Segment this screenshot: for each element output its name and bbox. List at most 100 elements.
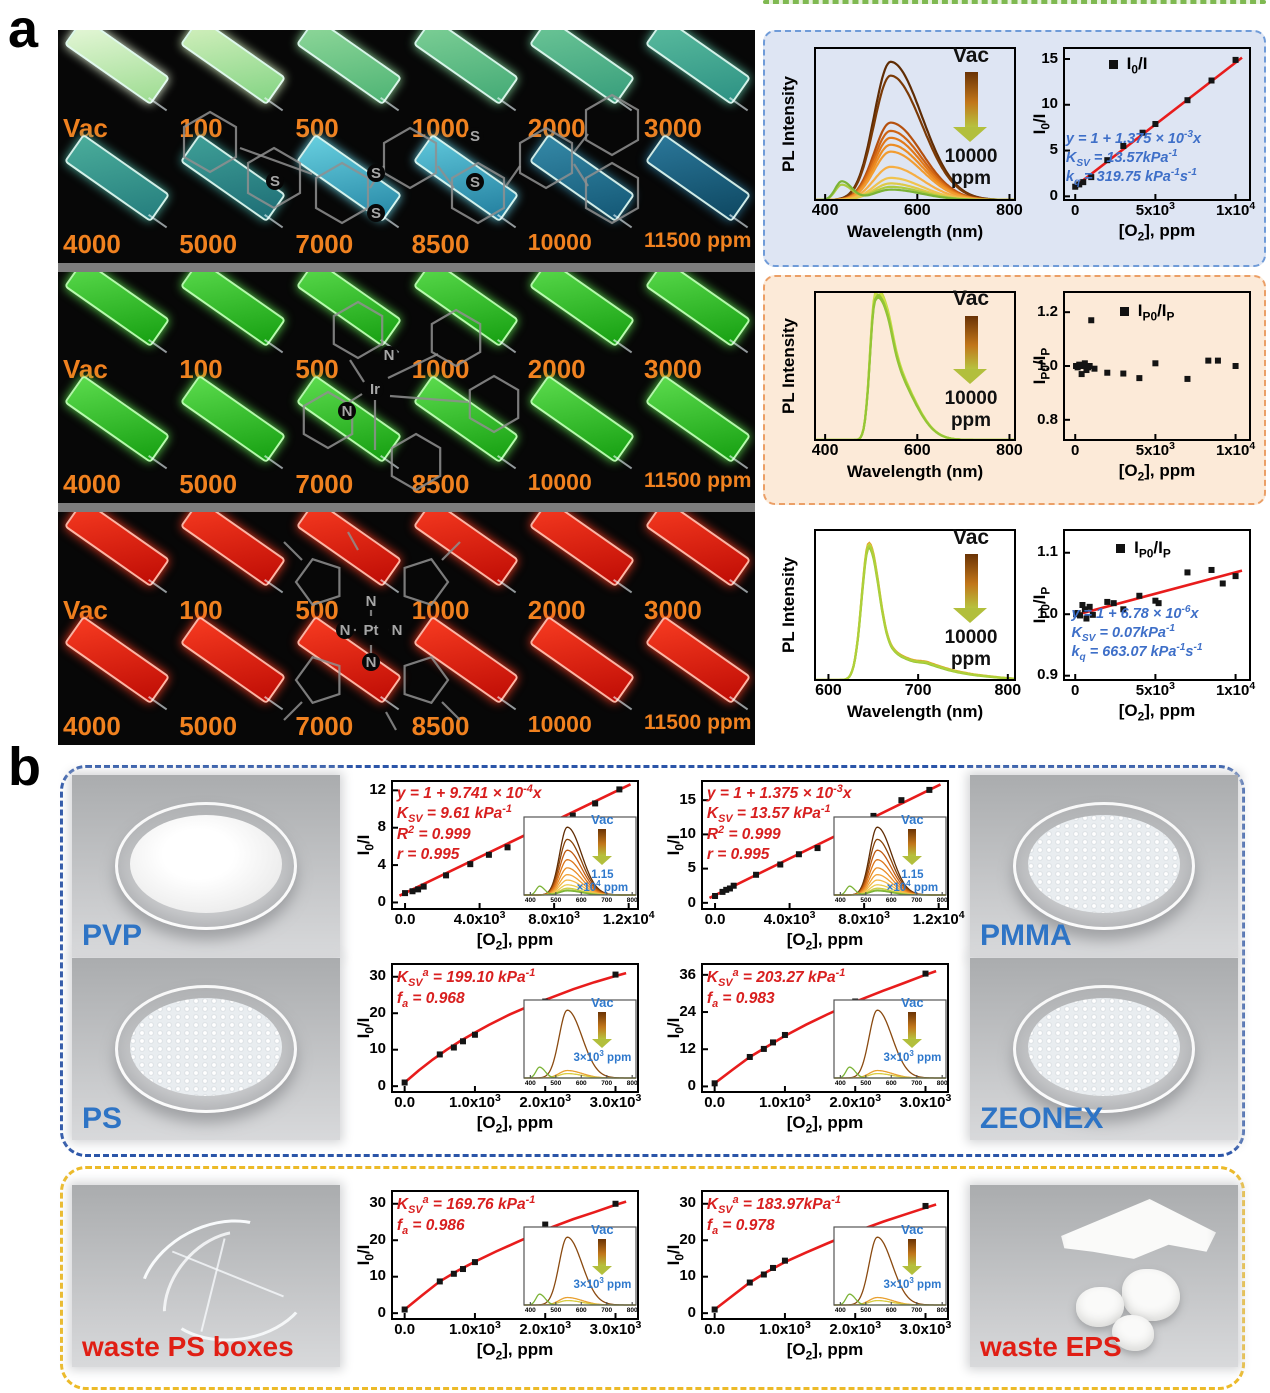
film-photo-column: Vac 100 500 1000 2000 3000 4000 5000 7000 8500 100… (58, 30, 755, 745)
x-tick-label: 600 (815, 682, 842, 699)
data-point (485, 851, 492, 858)
x-tick-label: 600 (575, 1307, 587, 1314)
luminescent-film-slab (296, 374, 403, 463)
luminescent-film-slab (412, 512, 519, 588)
film-cell: 3000 (639, 30, 755, 147)
x-tick-label: 0.0 (394, 911, 416, 928)
data-point (450, 1270, 457, 1277)
film-cell: 7000 (290, 133, 406, 264)
arrow-bottom-label: ×104 ppm (576, 879, 629, 895)
x-tick-label: 1.0x103 (449, 1092, 501, 1111)
luminescent-film-slab (412, 374, 519, 463)
chart-canvas (391, 1190, 639, 1320)
luminescent-film-slab (63, 615, 171, 704)
plot-frame (833, 999, 947, 1079)
equation-annotations: y = 1 + 1.375 × 10-3x KSV = 13.57 kPa-1 R2… (706, 782, 852, 864)
arrow-top-label: Vac (901, 994, 924, 1010)
calibration-chart-pmma: 0.0 4.0x103 8.0x103 1.2x104 0 5 10 15 [O2], ppm I… (656, 775, 965, 957)
equation-annotations: KSVa = 203.27 kPa-1 fa = 0.983 (706, 966, 846, 1010)
film-cell: 3000 (639, 272, 755, 388)
gas-concentration-label: 10000 (527, 711, 592, 737)
chart-canvas (814, 529, 1016, 681)
film-strip-iridium: Vac 100 500 1000 2000 3000 4000 5000 7000 8500 100… (58, 272, 755, 503)
luminescent-film-slab (296, 30, 403, 106)
luminescent-film-slab (644, 374, 752, 463)
x-axis-label: Wavelength (nm) (846, 222, 984, 241)
x-tick-label: 600 (885, 897, 897, 904)
film-cell: 100 (174, 272, 290, 388)
x-tick-label: 1.2x104 (602, 909, 655, 928)
x-tick-label: 600 (903, 442, 931, 459)
fit-line (708, 783, 942, 900)
x-tick-label: 800 (936, 1307, 948, 1314)
x-tick-label: 400 (834, 1080, 846, 1087)
plot-frame (1063, 529, 1251, 681)
data-point (1088, 317, 1095, 324)
film-cell: 3000 (639, 512, 755, 629)
data-point (781, 1031, 788, 1038)
data-point (1120, 370, 1127, 377)
y-axis-label: IP0/IP (1030, 347, 1053, 385)
x-tick-label: 3.0x103 (899, 1319, 952, 1338)
film-cell: 1000 (407, 30, 523, 147)
x-tick-label: 0 (1071, 682, 1080, 699)
data-point (1072, 183, 1079, 190)
polymer-matrix-container (60, 765, 1245, 1157)
arrow-top-label: Vac (901, 811, 924, 827)
data-point (1120, 606, 1127, 613)
gas-concentration-label: 10000 (527, 469, 592, 495)
x-tick-label: 0.0 (394, 1094, 416, 1111)
x-tick-label: 500 (550, 897, 562, 904)
film-cell: 2000 (523, 30, 639, 147)
luminescent-film-slab (296, 272, 403, 348)
data-point (795, 851, 802, 858)
data-point (459, 1266, 466, 1273)
y-tick-label: 1.1 (1037, 543, 1058, 561)
y-axis-label: PL Intensity (779, 556, 798, 654)
x-tick-label: 800 (994, 682, 1022, 699)
stern-volmer-chart-iridium: 0 5x103 1x104 0.8 1.0 1.2 [O2], ppm IP0/IP IP0/I… (1024, 282, 1260, 500)
x-tick-label: 800 (626, 1080, 638, 1087)
gradient-arrow-bar (964, 554, 978, 608)
x-tick-label: 700 (601, 897, 613, 904)
y-tick-label: 0 (687, 893, 696, 911)
luminescent-film-slab (528, 615, 635, 704)
data-point (409, 888, 416, 895)
photo-label-ps: PS (82, 1102, 123, 1135)
data-point (1083, 615, 1090, 622)
plot-frame (523, 816, 637, 896)
x-tick-label: 3.0x103 (899, 1092, 952, 1111)
data-point (723, 886, 730, 893)
y-tick-label: 15 (679, 790, 696, 808)
polymer-pellets (1028, 998, 1180, 1096)
x-tick-label: 800 (626, 897, 638, 904)
y-tick-label: 5 (1049, 141, 1058, 159)
x-tick-label: 800 (996, 202, 1023, 219)
plot-frame (701, 780, 949, 910)
luminescent-film-slab (528, 133, 635, 222)
x-tick-label: 8.0x103 (838, 909, 890, 928)
gas-concentration-label: 8500 (411, 711, 470, 741)
arrow-bottom-label: ×104 ppm (886, 879, 939, 895)
photo-ps: PS (72, 958, 340, 1140)
gas-concentration-label: 11500 ppm (644, 229, 752, 252)
x-tick-label: 400 (811, 202, 839, 219)
x-axis-label: [O2], ppm (786, 1113, 864, 1136)
luminescent-film-slab (296, 615, 403, 704)
equation-annotations: y = 1 + 1.375 × 10-3x KSV = 13.57kPa-1 kq … (1065, 129, 1202, 188)
gas-concentration-label: 5000 (179, 229, 238, 259)
data-point (1184, 97, 1191, 104)
luminescent-film-slab (180, 272, 287, 348)
x-axis-label: [O2], ppm (476, 1340, 554, 1363)
photo-label-waste-eps: waste EPS (980, 1331, 1122, 1362)
data-point (401, 1306, 408, 1313)
chart-canvas (814, 291, 1016, 441)
luminescent-film-slab (644, 615, 752, 704)
x-axis-label: Wavelength (nm) (846, 462, 984, 481)
x-axis-label: Wavelength (nm) (846, 702, 984, 721)
x-tick-label: 1x104 (1215, 200, 1256, 219)
data-point (436, 1278, 443, 1285)
data-point (1076, 361, 1083, 368)
x-tick-label: 8.0x103 (528, 909, 580, 928)
data-point (777, 861, 784, 868)
